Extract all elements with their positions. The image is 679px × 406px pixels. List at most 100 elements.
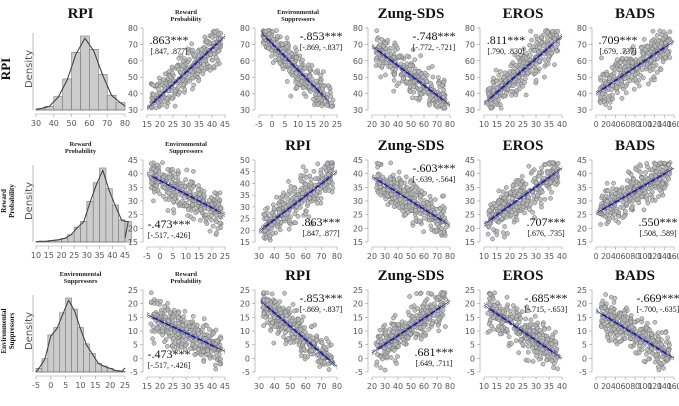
scatter-point (647, 192, 653, 198)
panel-title: Zung-SDS (378, 138, 445, 154)
scatter-point (159, 102, 165, 108)
scatter-point (392, 71, 397, 77)
y-tick-label: 50 (353, 73, 363, 82)
scatter-point (623, 197, 629, 202)
scatter-point (319, 103, 325, 109)
x-tick-label: 30 (181, 120, 191, 129)
scatter-point (315, 102, 321, 108)
scatter-point (513, 62, 519, 68)
x-tick-label: 50 (67, 119, 77, 128)
histogram-bar (62, 78, 72, 111)
x-tick-label: 20 (105, 381, 115, 390)
scatter-point (303, 168, 309, 174)
x-tick-label: -5 (255, 120, 263, 129)
scatter-point (183, 177, 188, 182)
scatter-point (410, 95, 415, 101)
scatter-point (275, 218, 281, 224)
scatter-point (410, 47, 416, 53)
scatter-point (411, 84, 416, 89)
x-tick-label: 20 (505, 252, 515, 261)
scatter-point (148, 161, 154, 166)
y-tick-label: 30 (465, 197, 475, 206)
scatter-point (525, 349, 531, 355)
histogram-bar (118, 219, 126, 243)
scatter-point (318, 167, 324, 173)
scatter-point (551, 365, 556, 370)
scatter-point (277, 202, 282, 208)
scatter-point (196, 78, 201, 84)
scatter-point (386, 344, 392, 349)
x-tick-label: 10 (75, 381, 85, 390)
scatter-point (532, 200, 538, 206)
scatter-point (523, 181, 529, 187)
x-tick-label: 25 (220, 252, 230, 261)
scatter-point (294, 323, 300, 329)
scatter-point (514, 217, 520, 223)
scatter-point (297, 187, 303, 193)
x-tick-label: 60 (301, 382, 311, 391)
scatter-point (306, 62, 312, 68)
scatter-point (164, 104, 170, 109)
scatter-point (294, 338, 299, 344)
scatter-point (178, 69, 183, 75)
scatter-point (420, 310, 426, 316)
scatter-point (410, 203, 415, 209)
y-tick-label: 60 (465, 57, 475, 66)
scatter-point (529, 37, 534, 43)
y-tick-label: 25 (353, 211, 363, 220)
panel-title-line: Reward (69, 141, 91, 148)
scatter-point (308, 89, 313, 94)
y-tick-label: 45 (128, 156, 138, 165)
scatter-point (198, 217, 203, 223)
scatter-point (158, 310, 164, 316)
scatter-point (190, 86, 195, 92)
x-tick-label: 40 (207, 120, 217, 129)
scatter-point (644, 161, 650, 166)
y-tick-label: 35 (577, 183, 587, 192)
y-tick-label: 45 (240, 168, 250, 177)
scatter-point (404, 53, 410, 59)
scatter-point (180, 63, 186, 69)
scatter-point (189, 41, 195, 47)
scatter-point (286, 226, 292, 232)
panel-title-line: Probability (170, 278, 202, 285)
scatter-point (165, 208, 171, 213)
scatter-point (550, 28, 556, 34)
scatter-point (431, 301, 437, 307)
scatter-point (320, 69, 326, 75)
y-tick-label: 10 (128, 327, 138, 336)
scatter-point (401, 188, 407, 194)
scatter-point (501, 201, 507, 207)
y-tick-label: 15 (465, 238, 475, 247)
scatter-points (148, 160, 224, 237)
x-tick-label: 15 (142, 382, 152, 391)
scatter-point (295, 214, 301, 219)
panel-title-line: Suppressors (281, 16, 315, 23)
scatter-point (374, 28, 380, 34)
y-tick-label: 25 (465, 286, 475, 295)
scatter-point (646, 51, 652, 56)
panel-title: EROS (503, 268, 544, 284)
scatter-point (415, 306, 421, 311)
scatter-point (554, 48, 559, 54)
scatter-point (542, 57, 548, 63)
scatter-point (281, 216, 286, 222)
x-tick-label: 80 (332, 382, 342, 391)
histogram-bar (53, 96, 63, 111)
histogram-bar (99, 167, 107, 243)
scatter-point (439, 83, 445, 88)
scatter-point (148, 299, 154, 305)
x-tick-label: 15 (492, 252, 502, 261)
y-tick-label: 25 (577, 211, 587, 220)
scatter-point (513, 338, 519, 344)
scatter-point (441, 193, 447, 199)
scatter-point (407, 63, 413, 68)
scatter-point (166, 197, 172, 202)
scatter-point (378, 74, 384, 80)
x-tick-label: 5 (170, 252, 175, 261)
scatter-point (512, 52, 518, 58)
y-tick-label: 40 (240, 179, 250, 188)
confidence-interval: [.847, .877] (302, 229, 340, 238)
scatter-point (507, 69, 512, 75)
